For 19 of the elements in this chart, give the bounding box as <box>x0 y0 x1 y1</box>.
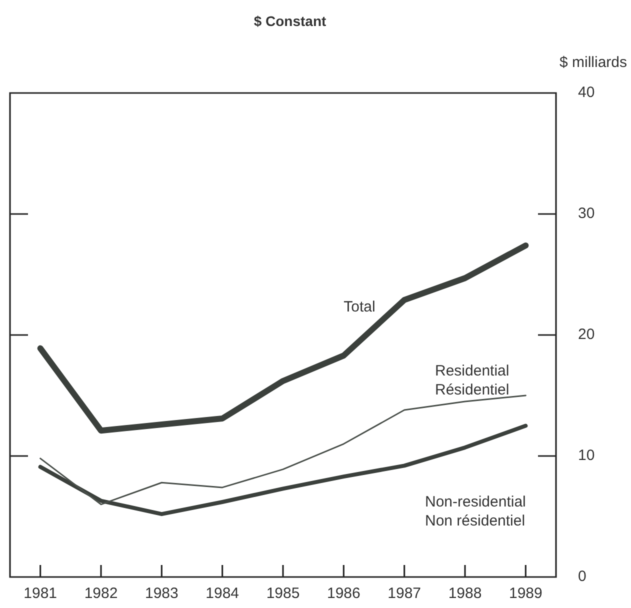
x-tick-label: 1983 <box>144 585 178 602</box>
y-axis-title: $ milliards <box>559 54 627 72</box>
x-tick-label: 1981 <box>24 585 58 602</box>
x-tick-label: 1987 <box>388 585 422 602</box>
x-tick-label: 1986 <box>326 585 360 602</box>
x-tick-label: 1988 <box>448 585 482 602</box>
y-tick-label: 0 <box>578 568 586 586</box>
y-tick-label: 40 <box>578 84 595 102</box>
x-tick-label: 1985 <box>266 585 300 602</box>
x-tick-label: 1984 <box>206 585 240 602</box>
x-tick-label: 1989 <box>508 585 542 602</box>
series-label: Residential Résidentiel <box>435 362 510 399</box>
y-tick-label: 20 <box>578 326 595 344</box>
x-tick-label: 1982 <box>84 585 118 602</box>
chart-title: $ Constant <box>254 12 327 29</box>
series-label: Total <box>344 298 376 316</box>
text: Non-residential Non résidentiel <box>425 494 526 530</box>
y-tick-label: 10 <box>578 447 595 464</box>
y-tick-label: 30 <box>578 205 595 222</box>
